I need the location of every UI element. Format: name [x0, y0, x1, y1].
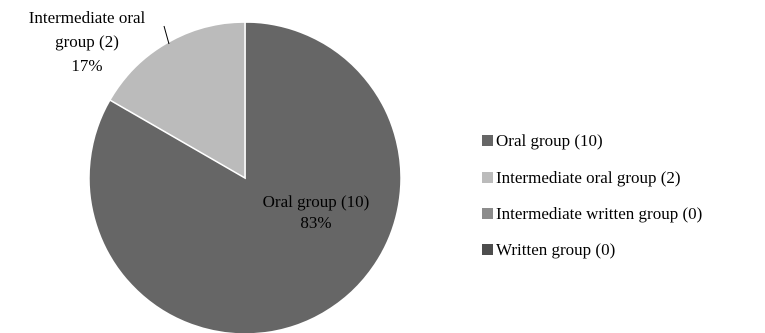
slice-label-oral-name: Oral group (10): [263, 192, 370, 211]
legend-label-intermediate-oral: Intermediate oral group (2): [496, 168, 681, 187]
slice-label-oral-percent: 83%: [300, 213, 331, 232]
legend-swatch-written: [482, 244, 493, 255]
pie-slices: [88, 21, 402, 333]
pie-slice-0: [88, 21, 402, 333]
legend-label-oral: Oral group (10): [496, 131, 603, 150]
pie-slice-1: [108, 21, 246, 180]
legend-swatch-intermediate-oral: [482, 172, 493, 183]
legend-item-written: Written group (0): [482, 240, 615, 259]
slice-label-intermediate-oral-line1: Intermediate oral: [29, 8, 146, 27]
legend-item-intermediate-written: Intermediate written group (0): [482, 204, 702, 223]
legend: Oral group (10) Intermediate oral group …: [482, 131, 702, 259]
legend-swatch-intermediate-written: [482, 208, 493, 219]
legend-label-intermediate-written: Intermediate written group (0): [496, 204, 702, 223]
legend-label-written: Written group (0): [496, 240, 615, 259]
slice-label-intermediate-oral-line2: group (2): [55, 32, 119, 51]
legend-item-oral: Oral group (10): [482, 131, 603, 150]
leader-line-intermediate-oral: [163, 25, 170, 45]
legend-swatch-oral: [482, 135, 493, 146]
slice-label-intermediate-oral-percent: 17%: [71, 56, 102, 75]
legend-item-intermediate-oral: Intermediate oral group (2): [482, 168, 681, 187]
slice-label-intermediate-oral: Intermediate oral group (2) 17%: [29, 8, 146, 75]
slice-label-oral: Oral group (10) 83%: [263, 192, 370, 232]
